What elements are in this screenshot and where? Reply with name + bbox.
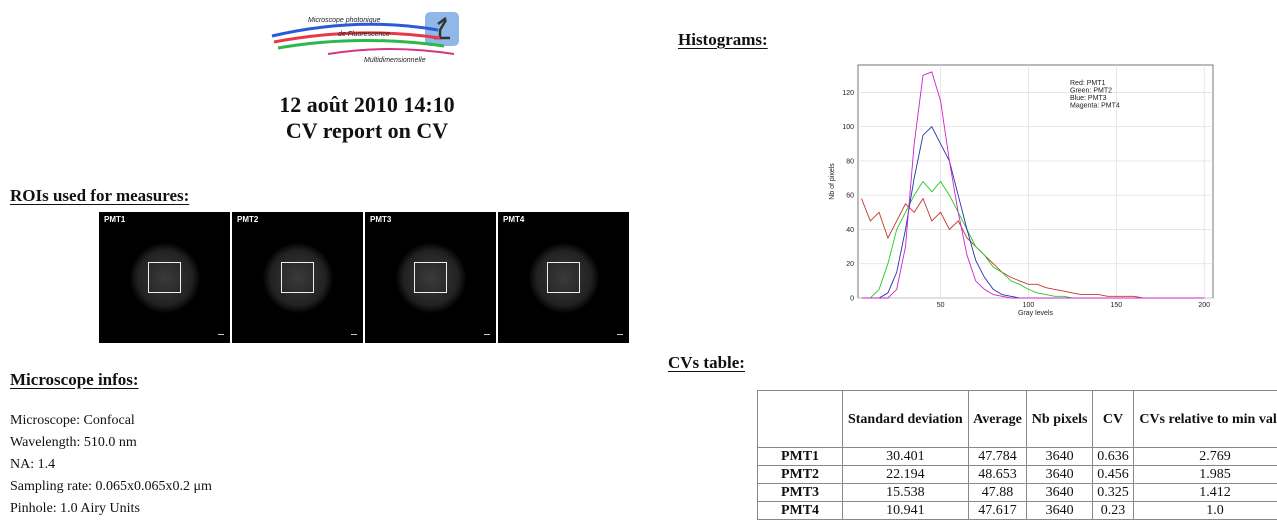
page: {"logo": {"lines": ["Microscope photoniq… bbox=[0, 0, 1277, 526]
y-tick-label: 20 bbox=[846, 261, 854, 268]
table-cell: 2.769 bbox=[1134, 448, 1277, 466]
legend-entry: Blue: PMT3 bbox=[1070, 95, 1107, 102]
x-tick-label: 200 bbox=[1198, 302, 1210, 309]
table-cell: 0.636 bbox=[1092, 448, 1133, 466]
table-cell: 30.401 bbox=[843, 448, 969, 466]
column-header: CVs relative to min value bbox=[1134, 391, 1277, 448]
table-cell: 22.194 bbox=[843, 466, 969, 484]
report-header: 12 août 2010 14:10 CV report on CV bbox=[217, 92, 517, 144]
x-tick-label: 150 bbox=[1110, 302, 1122, 309]
table-cell: 1.0 bbox=[1134, 502, 1277, 520]
histogram-chart: 0 20 40 60 80 100 120 50 100 150 200 Gray levels Nb … bbox=[800, 55, 1230, 330]
microscope-info: Microscope: Confocal Wavelength: 510.0 n… bbox=[10, 410, 212, 520]
table-cell: 15.538 bbox=[843, 484, 969, 502]
logo-text: de Fluorescence bbox=[338, 31, 390, 38]
table-cell: 0.456 bbox=[1092, 466, 1133, 484]
table-cell: 3640 bbox=[1027, 484, 1093, 502]
table-cell: 3640 bbox=[1027, 466, 1093, 484]
y-tick-label: 40 bbox=[846, 227, 854, 234]
info-line: Wavelength: 510.0 nm bbox=[10, 432, 212, 454]
logo-text: Multidimensionnelle bbox=[364, 57, 426, 64]
info-line: Sampling rate: 0.065x0.065x0.2 μm bbox=[10, 476, 212, 498]
section-heading: ROIs used for measures: bbox=[10, 186, 189, 206]
row-header: PMT1 bbox=[758, 448, 843, 466]
roi-image: PMT2 bbox=[232, 212, 363, 343]
table-cell: 48.653 bbox=[968, 466, 1027, 484]
x-tick-label: 100 bbox=[1023, 302, 1035, 309]
y-tick-label: 80 bbox=[846, 158, 854, 165]
corner-cell bbox=[758, 391, 843, 448]
row-header: PMT3 bbox=[758, 484, 843, 502]
roi-strip: PMT1 PMT2 PMT3 PMT4 bbox=[99, 212, 629, 343]
section-heading: Microscope infos: bbox=[10, 370, 139, 390]
roi-label: PMT2 bbox=[237, 215, 258, 224]
roi-image: PMT4 bbox=[498, 212, 629, 343]
table-cell: 1.985 bbox=[1134, 466, 1277, 484]
x-axis-label: Gray levels bbox=[1018, 310, 1054, 317]
y-tick-label: 120 bbox=[842, 90, 854, 97]
logo: Microscope photonique de Fluorescence Mu… bbox=[268, 8, 463, 68]
report-date: 12 août 2010 14:10 bbox=[217, 92, 517, 118]
column-header: CV bbox=[1092, 391, 1133, 448]
table-cell: 47.617 bbox=[968, 502, 1027, 520]
legend-entry: Magenta: PMT4 bbox=[1070, 103, 1120, 110]
table-cell: 47.784 bbox=[968, 448, 1027, 466]
info-line: NA: 1.4 bbox=[10, 454, 212, 476]
y-tick-label: 60 bbox=[846, 193, 854, 200]
column-header: Average bbox=[968, 391, 1027, 448]
section-heading: Histograms: bbox=[678, 30, 768, 50]
legend-entry: Red: PMT1 bbox=[1070, 80, 1106, 87]
legend-entry: Green: PMT2 bbox=[1070, 88, 1112, 95]
y-axis-label: Nb of pixels bbox=[829, 163, 836, 200]
section-heading: CVs table: bbox=[668, 353, 745, 373]
logo-swoosh bbox=[328, 49, 454, 54]
logo-swoosh bbox=[278, 40, 444, 48]
table-cell: 3640 bbox=[1027, 502, 1093, 520]
roi-label: PMT3 bbox=[370, 215, 391, 224]
column-header: Standard deviation bbox=[843, 391, 969, 448]
y-tick-label: 100 bbox=[842, 124, 854, 131]
table-cell: 47.88 bbox=[968, 484, 1027, 502]
table-cell: 10.941 bbox=[843, 502, 969, 520]
logo-text: Microscope photonique bbox=[308, 17, 380, 24]
roi-image: PMT3 bbox=[365, 212, 496, 343]
table-cell: 1.412 bbox=[1134, 484, 1277, 502]
table-cell: 3640 bbox=[1027, 448, 1093, 466]
table-cell: 0.325 bbox=[1092, 484, 1133, 502]
roi-label: PMT1 bbox=[104, 215, 125, 224]
info-line: Pinhole: 1.0 Airy Units bbox=[10, 498, 212, 520]
row-header: PMT4 bbox=[758, 502, 843, 520]
table-cell: 0.23 bbox=[1092, 502, 1133, 520]
roi-image: PMT1 bbox=[99, 212, 230, 343]
roi-label: PMT4 bbox=[503, 215, 524, 224]
row-header: PMT2 bbox=[758, 466, 843, 484]
x-tick-label: 50 bbox=[937, 302, 945, 309]
y-tick-label: 0 bbox=[850, 296, 854, 303]
column-header: Nb pixels bbox=[1027, 391, 1093, 448]
info-line: Microscope: Confocal bbox=[10, 410, 212, 432]
report-title: CV report on CV bbox=[217, 118, 517, 144]
